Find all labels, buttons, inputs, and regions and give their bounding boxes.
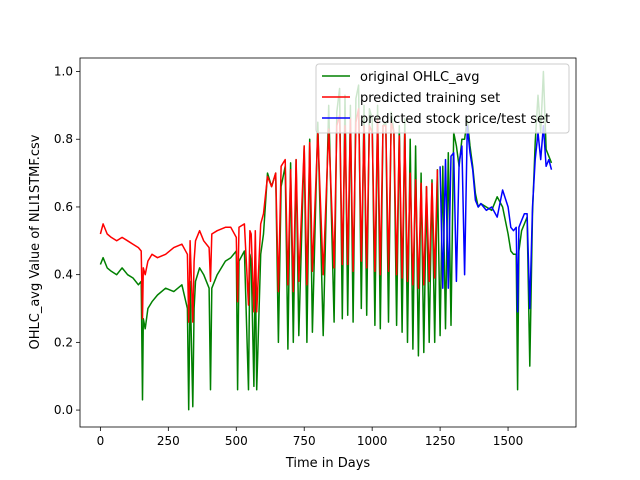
- axes-frame: [79, 57, 577, 428]
- x-axis-label: Time in Days: [285, 456, 371, 471]
- x-tick-label: 1250: [425, 434, 456, 448]
- x-tick-label: 750: [293, 434, 316, 448]
- x-tick-label: 1000: [357, 434, 388, 448]
- y-axis-label: OHLC_avg Value of NLI1STMF.csv: [28, 134, 43, 349]
- legend-label-0: original OHLC_avg: [360, 70, 479, 85]
- series-line-2: [439, 124, 553, 313]
- y-tick-label: 0.2: [54, 335, 73, 349]
- legend: original OHLC_avg predicted training set p…: [315, 63, 570, 134]
- y-tick-label: 0.8: [54, 132, 73, 146]
- legend-label-1: predicted training set: [360, 91, 500, 106]
- y-tick-label: 0.4: [54, 268, 73, 282]
- x-tick-label: 250: [157, 434, 180, 448]
- legend-box: [315, 63, 570, 134]
- y-tick-label: 1.0: [54, 65, 73, 79]
- x-tick-label: 1500: [493, 434, 524, 448]
- y-tick-label: 0.6: [54, 200, 73, 214]
- legend-label-2: predicted stock price/test set: [360, 112, 550, 127]
- y-axis: 0.0 0.2 0.4 0.6 0.8 1.0: [54, 65, 80, 417]
- x-axis: 0 250 500 750 1000 1250 1500: [97, 427, 524, 448]
- x-tick-label: 500: [225, 434, 248, 448]
- y-tick-label: 0.0: [54, 403, 73, 417]
- x-tick-label: 0: [97, 434, 105, 448]
